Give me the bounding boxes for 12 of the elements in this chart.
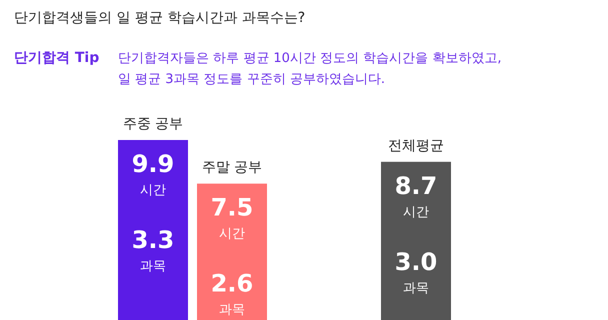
chart-title: 단기합격생들의 일 평균 학습시간과 과목수는? [14,10,306,26]
x-tick-label: 전체평균 [388,138,444,154]
x-tick-label: 주말 공부 [202,160,262,176]
data-label: 9.9 시간 [132,150,174,198]
annotation: 2.6 과목 [210,270,254,318]
x-tick-label: 주중 공부 [122,116,184,132]
text: 단기합격자들은 하루 평균 10시간 정도의 학습시간을 확보하였고, 일 평균 3과목 정도를 꾸준히 공부하였습니다. [118,51,502,87]
annotation: 3.3 과목 [132,226,174,274]
data-label: 8.7 시간 [394,172,438,220]
annotation: 3.0 과목 [394,248,438,296]
text: 단기합격 Tip [14,50,100,66]
data-label: 7.5 시간 [210,194,254,242]
